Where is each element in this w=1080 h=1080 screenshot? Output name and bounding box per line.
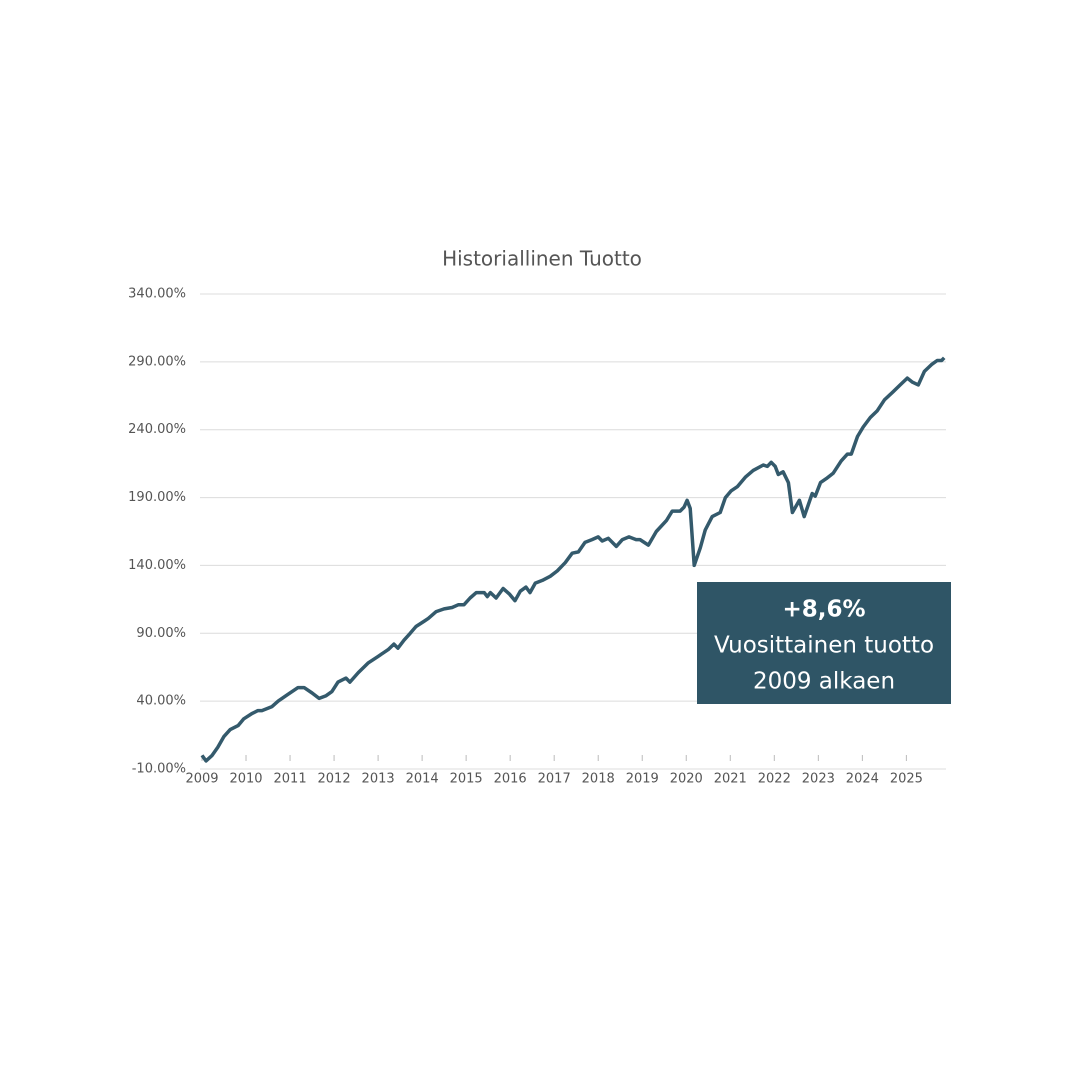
y-tick-label: 290.00% — [128, 354, 186, 369]
x-tick-label: 2009 — [185, 772, 218, 787]
data-line — [200, 356, 946, 763]
x-tick-label: 2023 — [802, 772, 835, 787]
y-tick-label: 340.00% — [128, 287, 186, 302]
x-tick-label: 2019 — [626, 772, 659, 787]
x-tick-label: 2013 — [362, 772, 395, 787]
annotation-text: Vuosittainen tuotto — [714, 633, 934, 659]
y-tick-label: 90.00% — [136, 626, 186, 641]
x-tick-label: 2022 — [758, 772, 791, 787]
x-tick-label: 2012 — [318, 772, 351, 787]
y-tick-label: 190.00% — [128, 490, 186, 505]
y-tick-label: 40.00% — [136, 694, 186, 709]
x-tick-label: 2021 — [714, 772, 747, 787]
x-tick-label: 2025 — [890, 772, 923, 787]
x-tick-label: 2011 — [274, 772, 307, 787]
x-tick-label: 2024 — [846, 772, 879, 787]
x-tick-label: 2020 — [670, 772, 703, 787]
y-tick-label: 140.00% — [128, 558, 186, 573]
y-tick-label: -10.00% — [132, 762, 186, 777]
x-tick-label: 2015 — [450, 772, 483, 787]
x-tick-label: 2010 — [229, 772, 262, 787]
annotation-text: 2009 alkaen — [753, 669, 895, 695]
y-tick-label: 240.00% — [128, 422, 186, 437]
x-tick-label: 2014 — [406, 772, 439, 787]
x-tick-label: 2018 — [582, 772, 615, 787]
chart-title: Historiallinen Tuotto — [442, 247, 642, 271]
x-tick-label: 2017 — [538, 772, 571, 787]
annotation-box — [697, 582, 951, 704]
annotation-text: +8,6% — [782, 597, 865, 623]
x-tick-label: 2016 — [494, 772, 527, 787]
